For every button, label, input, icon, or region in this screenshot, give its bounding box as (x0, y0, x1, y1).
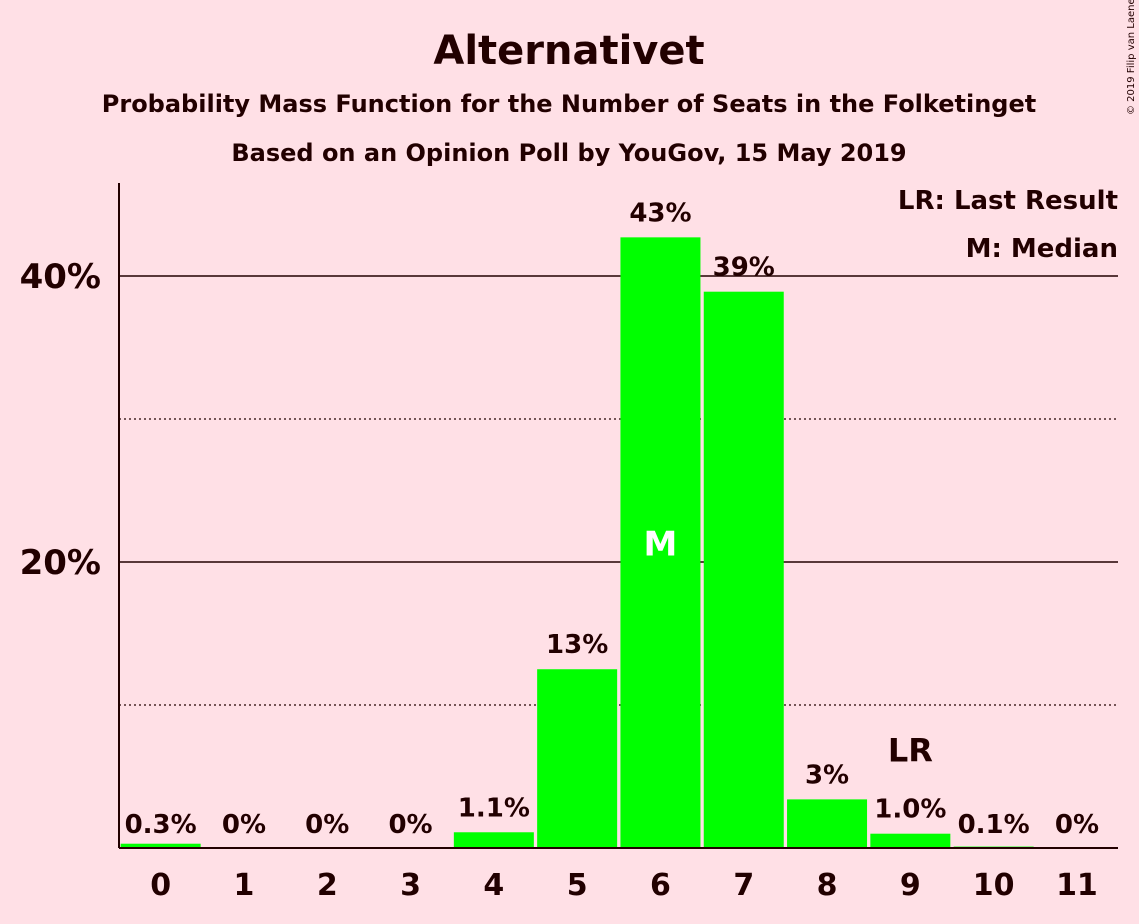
bar-seats-7 (703, 291, 784, 848)
bar-seats-8 (787, 799, 868, 848)
chart-title: Alternativet (433, 28, 704, 74)
data-label: 13% (546, 630, 608, 660)
data-label: 43% (629, 198, 691, 228)
legend-last-result: LR: Last Result (898, 186, 1118, 216)
x-tick-label: 4 (483, 868, 504, 903)
bar-seats-4 (453, 832, 534, 848)
bar-seats-0 (120, 843, 201, 848)
x-tick-label: 8 (817, 868, 838, 903)
data-label: 0.1% (958, 810, 1030, 840)
axes (118, 183, 1118, 849)
chart-subtitle-2: Based on an Opinion Poll by YouGov, 15 M… (231, 139, 906, 167)
x-tick-label: 6 (650, 868, 671, 903)
x-tick-label: 5 (567, 868, 588, 903)
bar-seats-6 (620, 237, 701, 848)
last-result-marker: LR (888, 732, 933, 770)
data-label: 3% (805, 760, 849, 790)
data-label: 0% (388, 810, 432, 840)
copyright-text: © 2019 Filip van Laenen (1126, 0, 1137, 115)
legend-median: M: Median (966, 234, 1118, 264)
median-marker: M (644, 525, 678, 565)
gridlines (119, 275, 1118, 706)
x-tick-label: 0 (150, 868, 171, 903)
y-tick-label: 20% (20, 543, 101, 583)
x-tick-label: 10 (973, 868, 1015, 903)
x-tick-label: 2 (317, 868, 338, 903)
bars (120, 237, 1034, 848)
x-tick-label: 9 (900, 868, 921, 903)
x-tick-label: 11 (1056, 868, 1098, 903)
data-label: 0.3% (125, 810, 197, 840)
data-label: 39% (713, 253, 775, 283)
y-tick-label: 40% (20, 257, 101, 297)
bar-seats-5 (537, 669, 618, 848)
data-label: 1.1% (458, 793, 530, 823)
labels: 20%40%00.3%10%20%30%41.1%513%643%M739%83… (20, 198, 1099, 903)
x-tick-label: 1 (234, 868, 255, 903)
x-tick-label: 7 (733, 868, 754, 903)
chart-subtitle-1: Probability Mass Function for the Number… (102, 90, 1036, 118)
data-label: 0% (222, 810, 266, 840)
data-label: 0% (305, 810, 349, 840)
data-label: 1.0% (874, 795, 946, 825)
data-label: 0% (1055, 810, 1099, 840)
x-tick-label: 3 (400, 868, 421, 903)
bar-seats-9 (870, 833, 951, 848)
